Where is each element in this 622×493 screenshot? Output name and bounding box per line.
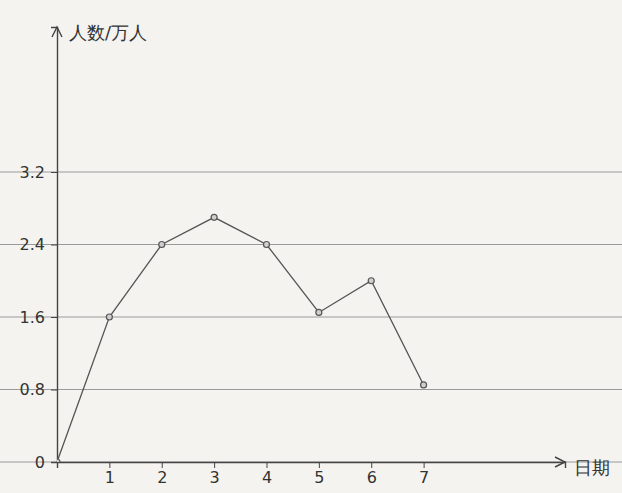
tick-label: 1 [105, 468, 115, 487]
axis-line [58, 463, 566, 469]
tick: 1.6 [20, 308, 57, 327]
x-axis-title: 日期 [574, 457, 610, 478]
axis-arrows [52, 27, 565, 467]
tick-label: 0.8 [20, 380, 45, 399]
marker [368, 278, 374, 284]
tick: 7 [419, 462, 429, 487]
tick-mark [424, 462, 425, 468]
tick-mark [51, 172, 57, 173]
marker [211, 214, 217, 220]
tick-mark [109, 462, 110, 468]
plot [57, 214, 427, 462]
tick-mark [51, 245, 57, 246]
tick-mark [51, 317, 57, 318]
tick-label: 0 [35, 453, 45, 472]
tick: 0 [35, 453, 57, 472]
tick-label: 4 [262, 468, 272, 487]
marker [263, 242, 269, 248]
tick-mark [51, 462, 57, 463]
marker [316, 309, 322, 315]
tick-label: 5 [314, 468, 324, 487]
marker [57, 459, 60, 462]
tick: 3 [210, 462, 220, 487]
marker [106, 314, 112, 320]
tick-mark [371, 462, 372, 468]
tick: 2.4 [20, 235, 57, 254]
tick-label: 3.2 [20, 163, 45, 182]
tick-label: 6 [367, 468, 377, 487]
tick-mark [266, 462, 267, 468]
tick-label: 3 [210, 468, 220, 487]
arrow [555, 457, 565, 467]
line [57, 217, 424, 462]
tick-mark [214, 462, 215, 468]
tick-label: 1.6 [20, 308, 45, 327]
grid-line [0, 244, 622, 245]
tick: 0.8 [20, 380, 57, 399]
tick: 5 [314, 462, 324, 487]
marker [421, 382, 427, 388]
tick: 2 [157, 462, 167, 487]
tick-mark [51, 390, 57, 391]
grid [0, 172, 622, 462]
marker [159, 242, 165, 248]
tick-label: 2.4 [20, 235, 45, 254]
tick-mark [319, 462, 320, 468]
tick-mark [162, 462, 163, 468]
arrow [52, 27, 62, 37]
x-axis: 1 2 3 4 5 6 7 [58, 462, 566, 487]
grid-line [0, 172, 622, 173]
tick: 1 [105, 462, 115, 487]
tick-label: 7 [419, 468, 429, 487]
grid-line [0, 317, 622, 318]
tick-label: 2 [157, 468, 167, 487]
grid-line [0, 389, 622, 390]
tick: 3.2 [20, 163, 57, 182]
tick: 4 [262, 462, 272, 487]
tick: 6 [367, 462, 377, 487]
chart: 0 0.8 1.6 2.4 3.2 1 2 3 4 5 6 7 人数/万人日期 [0, 0, 622, 493]
axis-line [51, 28, 58, 463]
y-axis: 0 0.8 1.6 2.4 3.2 [20, 28, 58, 472]
y-axis-title: 人数/万人 [69, 22, 147, 43]
